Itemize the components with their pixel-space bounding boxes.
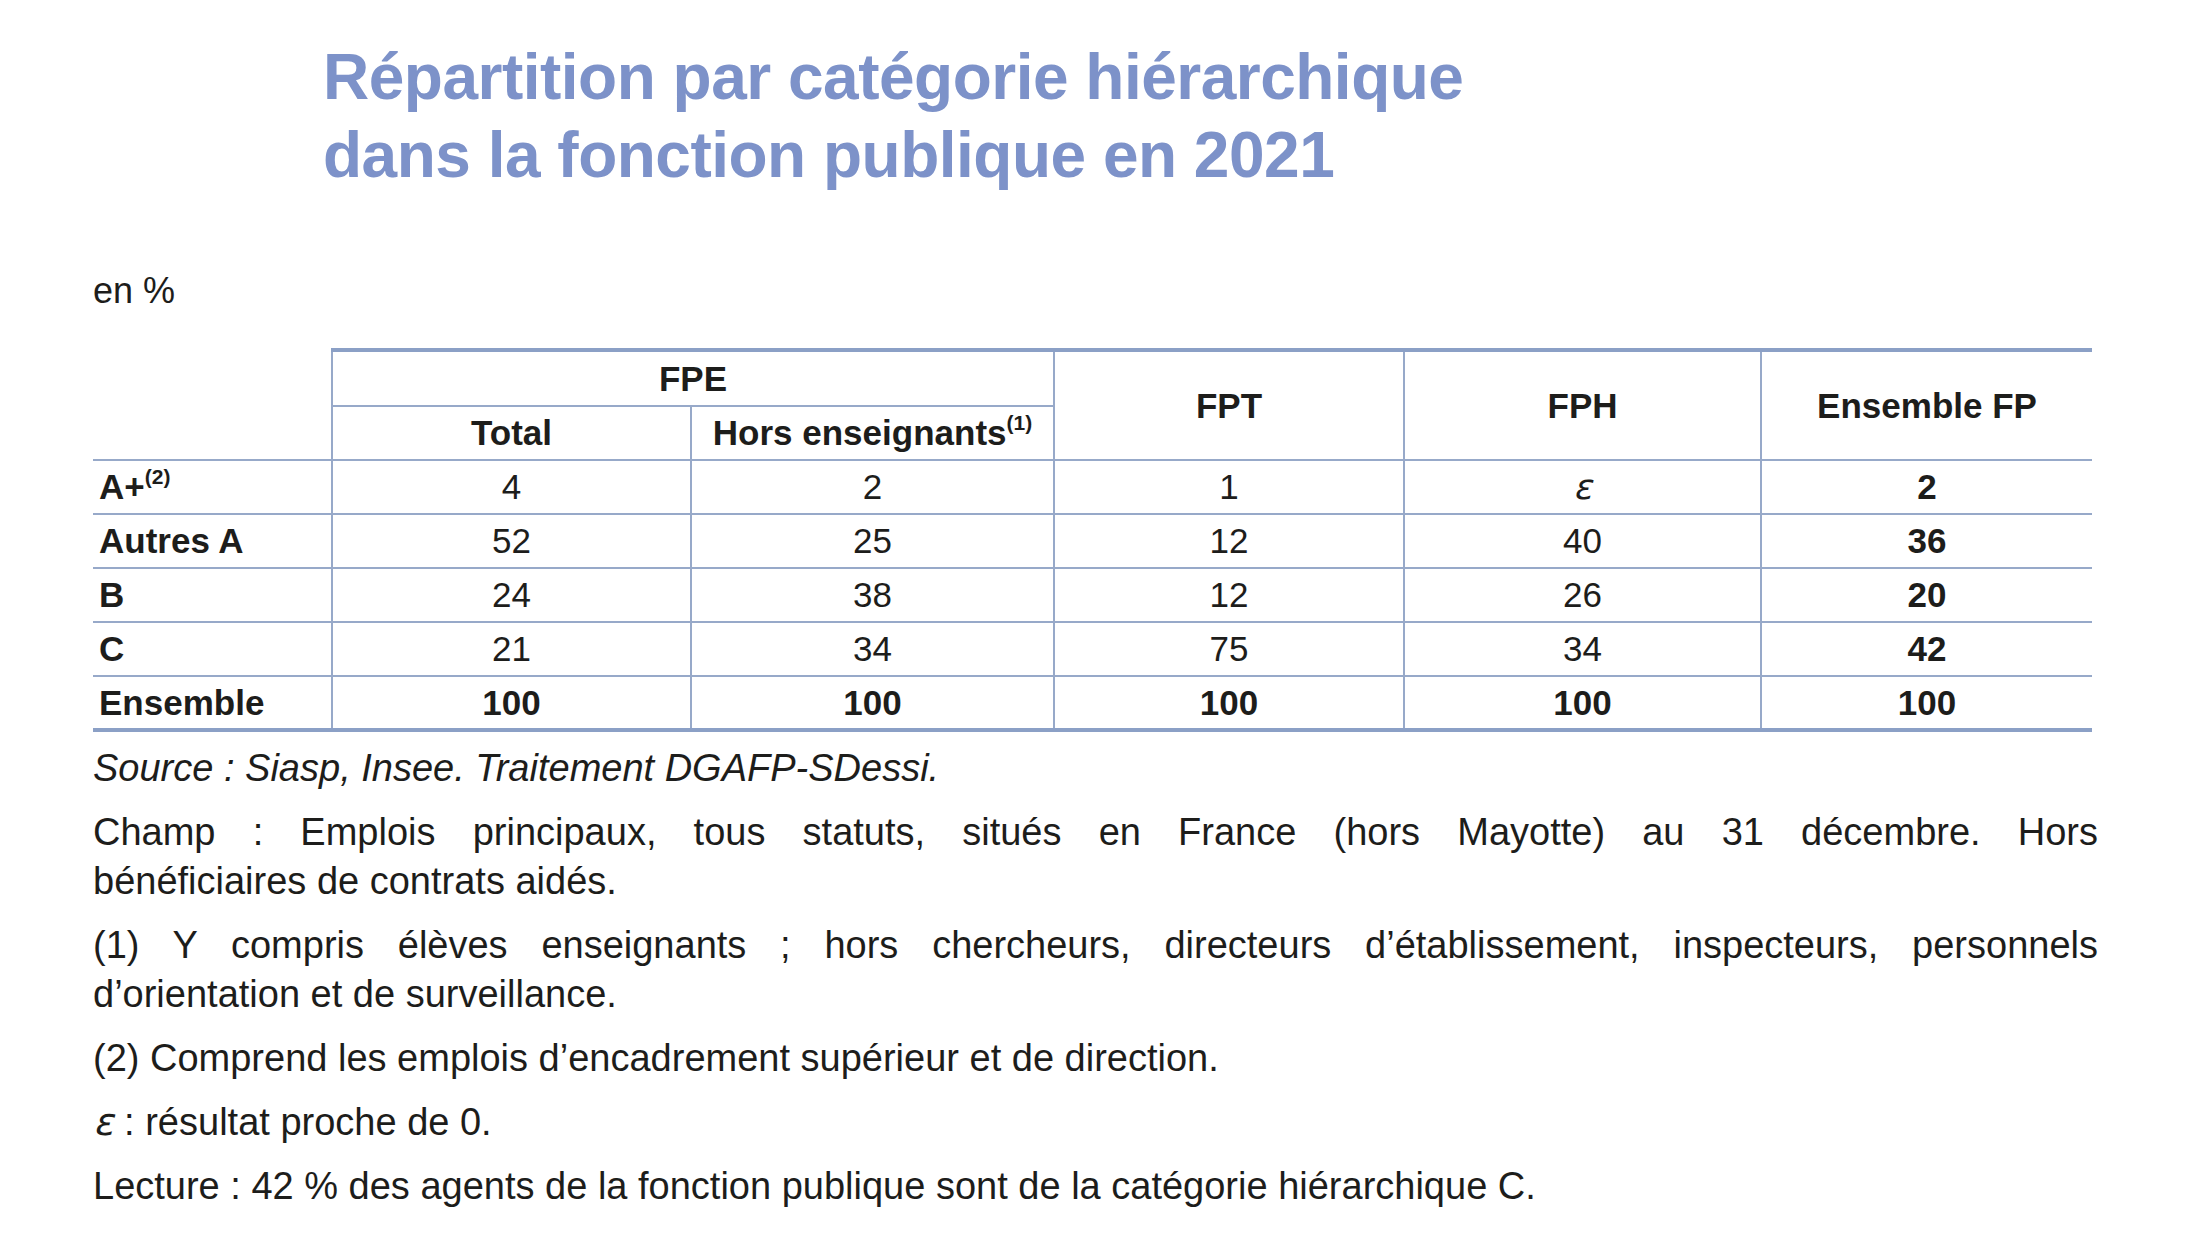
footnote-2: (2) Comprend les emplois d’encadrement s… <box>93 1034 2098 1083</box>
row-label: A+(2) <box>93 460 332 514</box>
cell-fpt: 12 <box>1054 568 1404 622</box>
cell-fph: 40 <box>1404 514 1761 568</box>
col-header-ensemble-fp: Ensemble FP <box>1761 350 2092 460</box>
table-row-b: B 24 38 12 26 20 <box>93 568 2092 622</box>
corner-cell <box>93 350 332 460</box>
cell-fph: 100 <box>1404 676 1761 730</box>
col-group-header-fpe: FPE <box>332 350 1054 406</box>
cell-fpe-hors: 38 <box>691 568 1054 622</box>
distribution-table: FPE FPT FPH Ensemble FP Total Hors ensei… <box>93 348 2092 732</box>
footnote-1: (1) Y compris élèves enseignants ; hors … <box>93 921 2098 1019</box>
cell-fpe-hors: 2 <box>691 460 1054 514</box>
cell-fpe-total: 21 <box>332 622 691 676</box>
cell-fpe-total: 52 <box>332 514 691 568</box>
epsilon-note: ε : résultat proche de 0. <box>93 1098 2098 1147</box>
lecture-note: Lecture : 42 % des agents de la fonction… <box>93 1162 2098 1211</box>
page-title: Répartition par catégorie hiérarchiqueda… <box>323 38 1463 194</box>
cell-fpt: 75 <box>1054 622 1404 676</box>
cell-fpt: 100 <box>1054 676 1404 730</box>
cell-fpe-total: 24 <box>332 568 691 622</box>
superscript-note-ref-1: (1) <box>1007 411 1033 434</box>
cell-fpe-hors: 34 <box>691 622 1054 676</box>
col-header-fpe-hors-enseignants: Hors enseignants(1) <box>691 406 1054 460</box>
row-label: B <box>93 568 332 622</box>
table-row-a-plus: A+(2) 4 2 1 ε 2 <box>93 460 2092 514</box>
superscript-note-ref-2: (2) <box>145 465 171 488</box>
cell-fpt: 1 <box>1054 460 1404 514</box>
footnote-1-line2: d’orientation et de surveillance. <box>93 970 2098 1019</box>
cell-fpe-hors: 25 <box>691 514 1054 568</box>
page-title-line2: dans la fonction publique en 2021 <box>323 119 1334 191</box>
cell-fpe-total: 4 <box>332 460 691 514</box>
table-row-ensemble: Ensemble 100 100 100 100 100 <box>93 676 2092 730</box>
row-label: Autres A <box>93 514 332 568</box>
cell-fph: 26 <box>1404 568 1761 622</box>
cell-ensemble-fp: 36 <box>1761 514 2092 568</box>
cell-fph: 34 <box>1404 622 1761 676</box>
table-row-autres-a: Autres A 52 25 12 40 36 <box>93 514 2092 568</box>
footnote-1-line1: (1) Y compris élèves enseignants ; hors … <box>93 921 2098 970</box>
champ-note-line2: bénéficiaires de contrats aidés. <box>93 857 2098 906</box>
cell-ensemble-fp: 100 <box>1761 676 2092 730</box>
col-header-fpe-total: Total <box>332 406 691 460</box>
table-row-c: C 21 34 75 34 42 <box>93 622 2092 676</box>
cell-fpe-hors: 100 <box>691 676 1054 730</box>
source-note: Source : Siasp, Insee. Traitement DGAFP-… <box>93 744 2098 793</box>
unit-label: en % <box>93 270 175 312</box>
cell-ensemble-fp: 20 <box>1761 568 2092 622</box>
cell-ensemble-fp: 42 <box>1761 622 2092 676</box>
row-label: C <box>93 622 332 676</box>
cell-fpe-total: 100 <box>332 676 691 730</box>
cell-fpt: 12 <box>1054 514 1404 568</box>
col-header-fpt: FPT <box>1054 350 1404 460</box>
champ-note: Champ : Emplois principaux, tous statuts… <box>93 808 2098 906</box>
epsilon-note-text: : résultat proche de 0. <box>114 1101 492 1143</box>
champ-note-line1: Champ : Emplois principaux, tous statuts… <box>93 808 2098 857</box>
cell-fph: ε <box>1404 460 1761 514</box>
page-title-line1: Répartition par catégorie hiérarchique <box>323 41 1463 113</box>
table-notes: Source : Siasp, Insee. Traitement DGAFP-… <box>93 744 2098 1226</box>
row-label: Ensemble <box>93 676 332 730</box>
epsilon-symbol: ε <box>93 1100 114 1144</box>
cell-ensemble-fp: 2 <box>1761 460 2092 514</box>
col-header-fph: FPH <box>1404 350 1761 460</box>
